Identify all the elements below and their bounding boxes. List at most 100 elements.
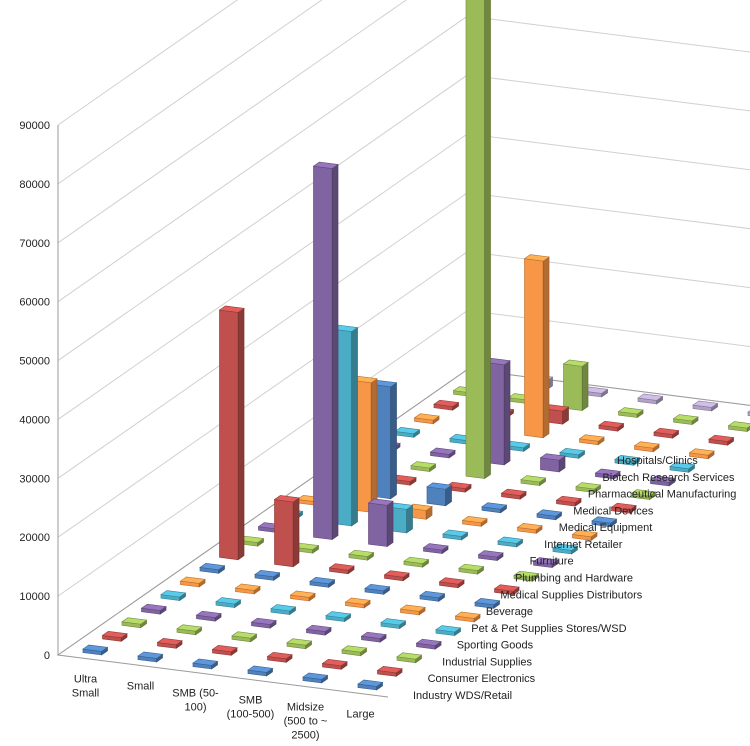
bar — [429, 447, 456, 459]
gridline — [57, 133, 750, 420]
y-tick-label: 0 — [44, 650, 50, 662]
bar — [367, 498, 394, 548]
series-label: Plumbing and Hardware — [515, 573, 633, 585]
bar — [562, 359, 589, 412]
series-label: Industry WDS/Retail — [413, 690, 512, 702]
bar — [399, 604, 426, 616]
gridline — [57, 15, 750, 303]
category-label: Midsize (500 to ~2500) — [284, 702, 328, 742]
bar — [465, 0, 491, 480]
series-label: Medical Equipment — [559, 522, 653, 534]
category-label: SMB (50-100) — [172, 688, 219, 714]
y-tick-label: 70000 — [19, 238, 50, 250]
bar — [383, 570, 410, 582]
bars — [82, 0, 750, 691]
bar — [293, 542, 320, 554]
bar — [211, 645, 238, 656]
bar — [493, 584, 520, 596]
bar — [218, 305, 245, 561]
bar — [312, 161, 339, 541]
bar — [649, 475, 676, 487]
y-axis: 0 10000 20000 30000 40000 50000 60000 70000 8000… — [19, 120, 50, 662]
bar — [422, 543, 449, 555]
bar — [82, 644, 109, 656]
bar — [179, 576, 206, 588]
gridline — [57, 74, 750, 361]
bar — [575, 482, 602, 494]
bar — [516, 523, 543, 534]
gridline — [57, 309, 750, 597]
bar — [532, 557, 559, 569]
bar — [539, 453, 566, 473]
bar — [396, 652, 423, 664]
bar — [137, 651, 164, 663]
gridline — [57, 0, 323, 185]
bar — [633, 441, 660, 453]
bar — [156, 638, 183, 649]
series-label: Beverage — [486, 606, 533, 618]
bar — [474, 598, 501, 609]
bar — [325, 611, 352, 623]
bar — [215, 597, 242, 609]
bar — [669, 462, 696, 473]
bar — [410, 461, 437, 473]
bar — [426, 482, 453, 507]
bar — [121, 617, 148, 629]
bar — [672, 414, 699, 426]
bar — [747, 410, 750, 417]
bar — [266, 652, 293, 663]
series-label: Hospitals/Clinics — [617, 455, 698, 467]
bar — [688, 448, 715, 460]
bar — [195, 610, 222, 622]
bar — [653, 427, 680, 439]
y-tick-label: 40000 — [19, 414, 50, 426]
bar — [555, 495, 582, 507]
bar — [341, 645, 368, 657]
y-tick-label: 90000 — [19, 120, 50, 132]
bar — [254, 570, 281, 581]
bar — [199, 563, 226, 574]
series-label: Furniture — [530, 556, 574, 568]
bar — [500, 488, 527, 500]
bar — [552, 543, 579, 555]
bar — [442, 529, 469, 541]
bar — [438, 577, 465, 589]
series-label: Pharmaceutical Manufacturing — [588, 489, 737, 501]
bar — [380, 618, 407, 630]
bar — [101, 631, 128, 642]
bar — [458, 563, 485, 575]
bar — [328, 563, 355, 575]
bar — [321, 659, 348, 670]
gridlines — [56, 0, 750, 698]
bar — [413, 413, 440, 425]
bar — [344, 597, 371, 609]
bar — [419, 591, 446, 602]
bar — [357, 679, 384, 691]
bar — [559, 448, 586, 459]
bar — [610, 502, 637, 514]
bar — [360, 631, 387, 643]
bar — [273, 495, 300, 568]
bar — [497, 536, 524, 548]
bar — [481, 502, 508, 514]
bar — [520, 475, 547, 487]
bar — [415, 638, 442, 650]
bar — [477, 550, 504, 562]
bar — [234, 583, 261, 595]
gridline — [57, 0, 239, 126]
y-tick-label: 30000 — [19, 473, 50, 485]
bar — [523, 254, 550, 439]
series-label: Industrial Supplies — [442, 656, 532, 668]
bar — [727, 421, 750, 433]
bar — [270, 604, 297, 616]
series-label: Internet Retailer — [544, 539, 623, 551]
floor-edge — [56, 368, 750, 698]
series-label: Medical Supplies Distributors — [500, 589, 642, 601]
category-axis: Ultra Small Small SMB (50-100) SMB (100-500) M… — [72, 674, 375, 742]
bar — [637, 393, 664, 405]
bar — [305, 624, 332, 636]
bar — [578, 434, 605, 446]
bar — [594, 468, 621, 480]
bar — [302, 672, 329, 684]
